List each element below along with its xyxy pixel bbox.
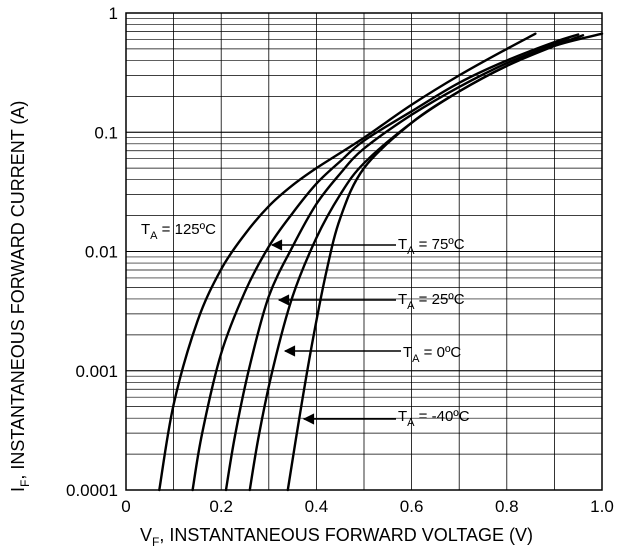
series-line [224,36,570,492]
x-tick-label: 0 [121,497,130,516]
series-group [158,32,604,492]
series-label: TA = -40ºC [398,408,470,429]
series-line [158,32,537,492]
y-tick-label: 0.001 [75,362,118,381]
y-axis-title: IF, INSTANTANEOUS FORWARD CURRENT (A) [8,101,32,492]
y-tick-label: 0.01 [85,243,118,262]
series-label: TA = 125ºC [141,221,216,242]
x-tick-label: 1.0 [590,497,614,516]
x-tick-label: 0.2 [209,497,233,516]
y-tick-label: 0.1 [94,123,118,142]
y-tick-label: 1 [109,4,118,23]
x-tick-label: 0.6 [400,497,424,516]
series-line [191,33,580,492]
series-label: TA = 25ºC [398,291,465,312]
tick-labels: 0 0.2 0.4 0.6 0.8 1.0 1 0.1 0.01 0.001 0.0001 [66,4,614,516]
x-axis-title: VF, INSTANTANEOUS FORWARD VOLTAGE (V) [140,525,533,549]
series-label: TA = 0ºC [403,344,461,365]
y-tick-label: 0.0001 [66,481,118,500]
series-line [286,32,604,492]
plot-frame [125,12,603,491]
x-tick-label: 0.8 [495,497,519,516]
series-labels: TA = 125ºC TA = 75ºC TA = 25ºC TA = 0ºC TA =… [141,221,470,429]
series-label: TA = 75ºC [398,236,465,257]
x-tick-label: 0.4 [305,497,329,516]
